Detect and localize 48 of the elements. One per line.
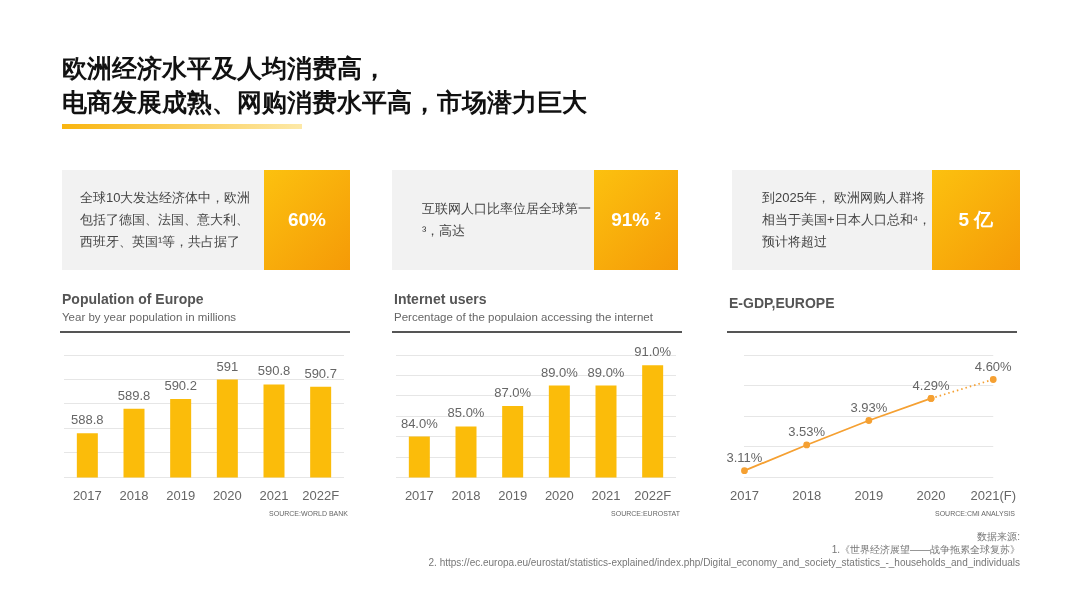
chart-subtitle: Year by year population in millions bbox=[62, 311, 237, 323]
chart-title: E-GDP,EUROPE bbox=[729, 295, 835, 311]
x-tick-label: 2020 bbox=[916, 487, 946, 503]
data-label: 590.8 bbox=[257, 363, 291, 379]
x-tick-label: 2021 bbox=[259, 487, 289, 503]
chart-subtitle: Percentage of the populaion accessing the internet bbox=[394, 311, 653, 323]
data-label: 91.0% bbox=[634, 344, 672, 360]
data-label: 590.7 bbox=[304, 365, 337, 381]
x-tick-label: 2018 bbox=[792, 487, 822, 503]
x-tick-label: 2020 bbox=[212, 487, 242, 503]
x-tick-label: 2017 bbox=[404, 487, 434, 503]
x-tick-label: 2017 bbox=[730, 487, 759, 503]
x-tick-label: 2019 bbox=[166, 487, 196, 503]
x-tick-label: 2022F bbox=[302, 487, 340, 503]
text: 到2025年， 欧洲网购人群将相当于美国+日本人口总和⁴，预计将超过 bbox=[732, 170, 932, 270]
text: 电商发展成熟、网购消费水平高，市场潜力巨大 bbox=[62, 87, 587, 119]
source-note: 数据来源: 1.《世界经济展望——战争拖累全球复苏》 2. https://ec.europa.eu/eurostat/statistics-explained/index.php/Digital_economy_and_society_statistics_-_households_and_individuals bbox=[427, 530, 1020, 569]
data-label: 3.53% bbox=[788, 424, 826, 440]
text: 欧洲经济水平及人均消费高， bbox=[62, 53, 387, 85]
data-label: 87.0% bbox=[494, 385, 532, 401]
data-label: 589.8 bbox=[117, 387, 151, 403]
data-label: 4.60% bbox=[974, 358, 1013, 374]
x-tick-label: 2020 bbox=[544, 487, 574, 503]
data-label: 85.0% bbox=[447, 405, 485, 421]
data-label: 3.11% bbox=[726, 449, 763, 465]
data-label: 84.0% bbox=[400, 415, 439, 431]
x-tick-label: 2021 bbox=[591, 487, 621, 503]
x-tick-label: 2022F bbox=[634, 487, 672, 503]
text: 5 亿 bbox=[932, 170, 1020, 270]
x-tick-label: 2017 bbox=[72, 487, 102, 503]
text: 全球10大发达经济体中，欧洲包括了德国、法国、意大利、西班牙、英国¹等，共占据了 bbox=[62, 170, 268, 270]
x-tick-label: 2018 bbox=[451, 487, 481, 503]
text: 60% bbox=[264, 170, 350, 270]
data-label: 588.8 bbox=[71, 412, 104, 428]
data-label: 591 bbox=[216, 358, 239, 374]
data-label: 590.2 bbox=[164, 378, 197, 394]
x-tick-label: 2019 bbox=[498, 487, 528, 503]
data-label: 89.0% bbox=[540, 364, 579, 380]
data-label: 3.93% bbox=[850, 399, 888, 415]
chart-title: Population of Europe bbox=[62, 291, 204, 307]
x-tick-label: 2018 bbox=[119, 487, 149, 503]
data-label: 89.0% bbox=[587, 364, 625, 380]
data-label: 4.29% bbox=[912, 377, 950, 393]
text: 91% ² bbox=[594, 170, 678, 270]
x-tick-label: 2019 bbox=[854, 487, 884, 503]
x-tick-label: 2021(F) bbox=[970, 487, 1017, 503]
text: 互联网人口比率位居全球第一³，高达 bbox=[392, 170, 604, 270]
chart-title: Internet users bbox=[394, 291, 487, 307]
